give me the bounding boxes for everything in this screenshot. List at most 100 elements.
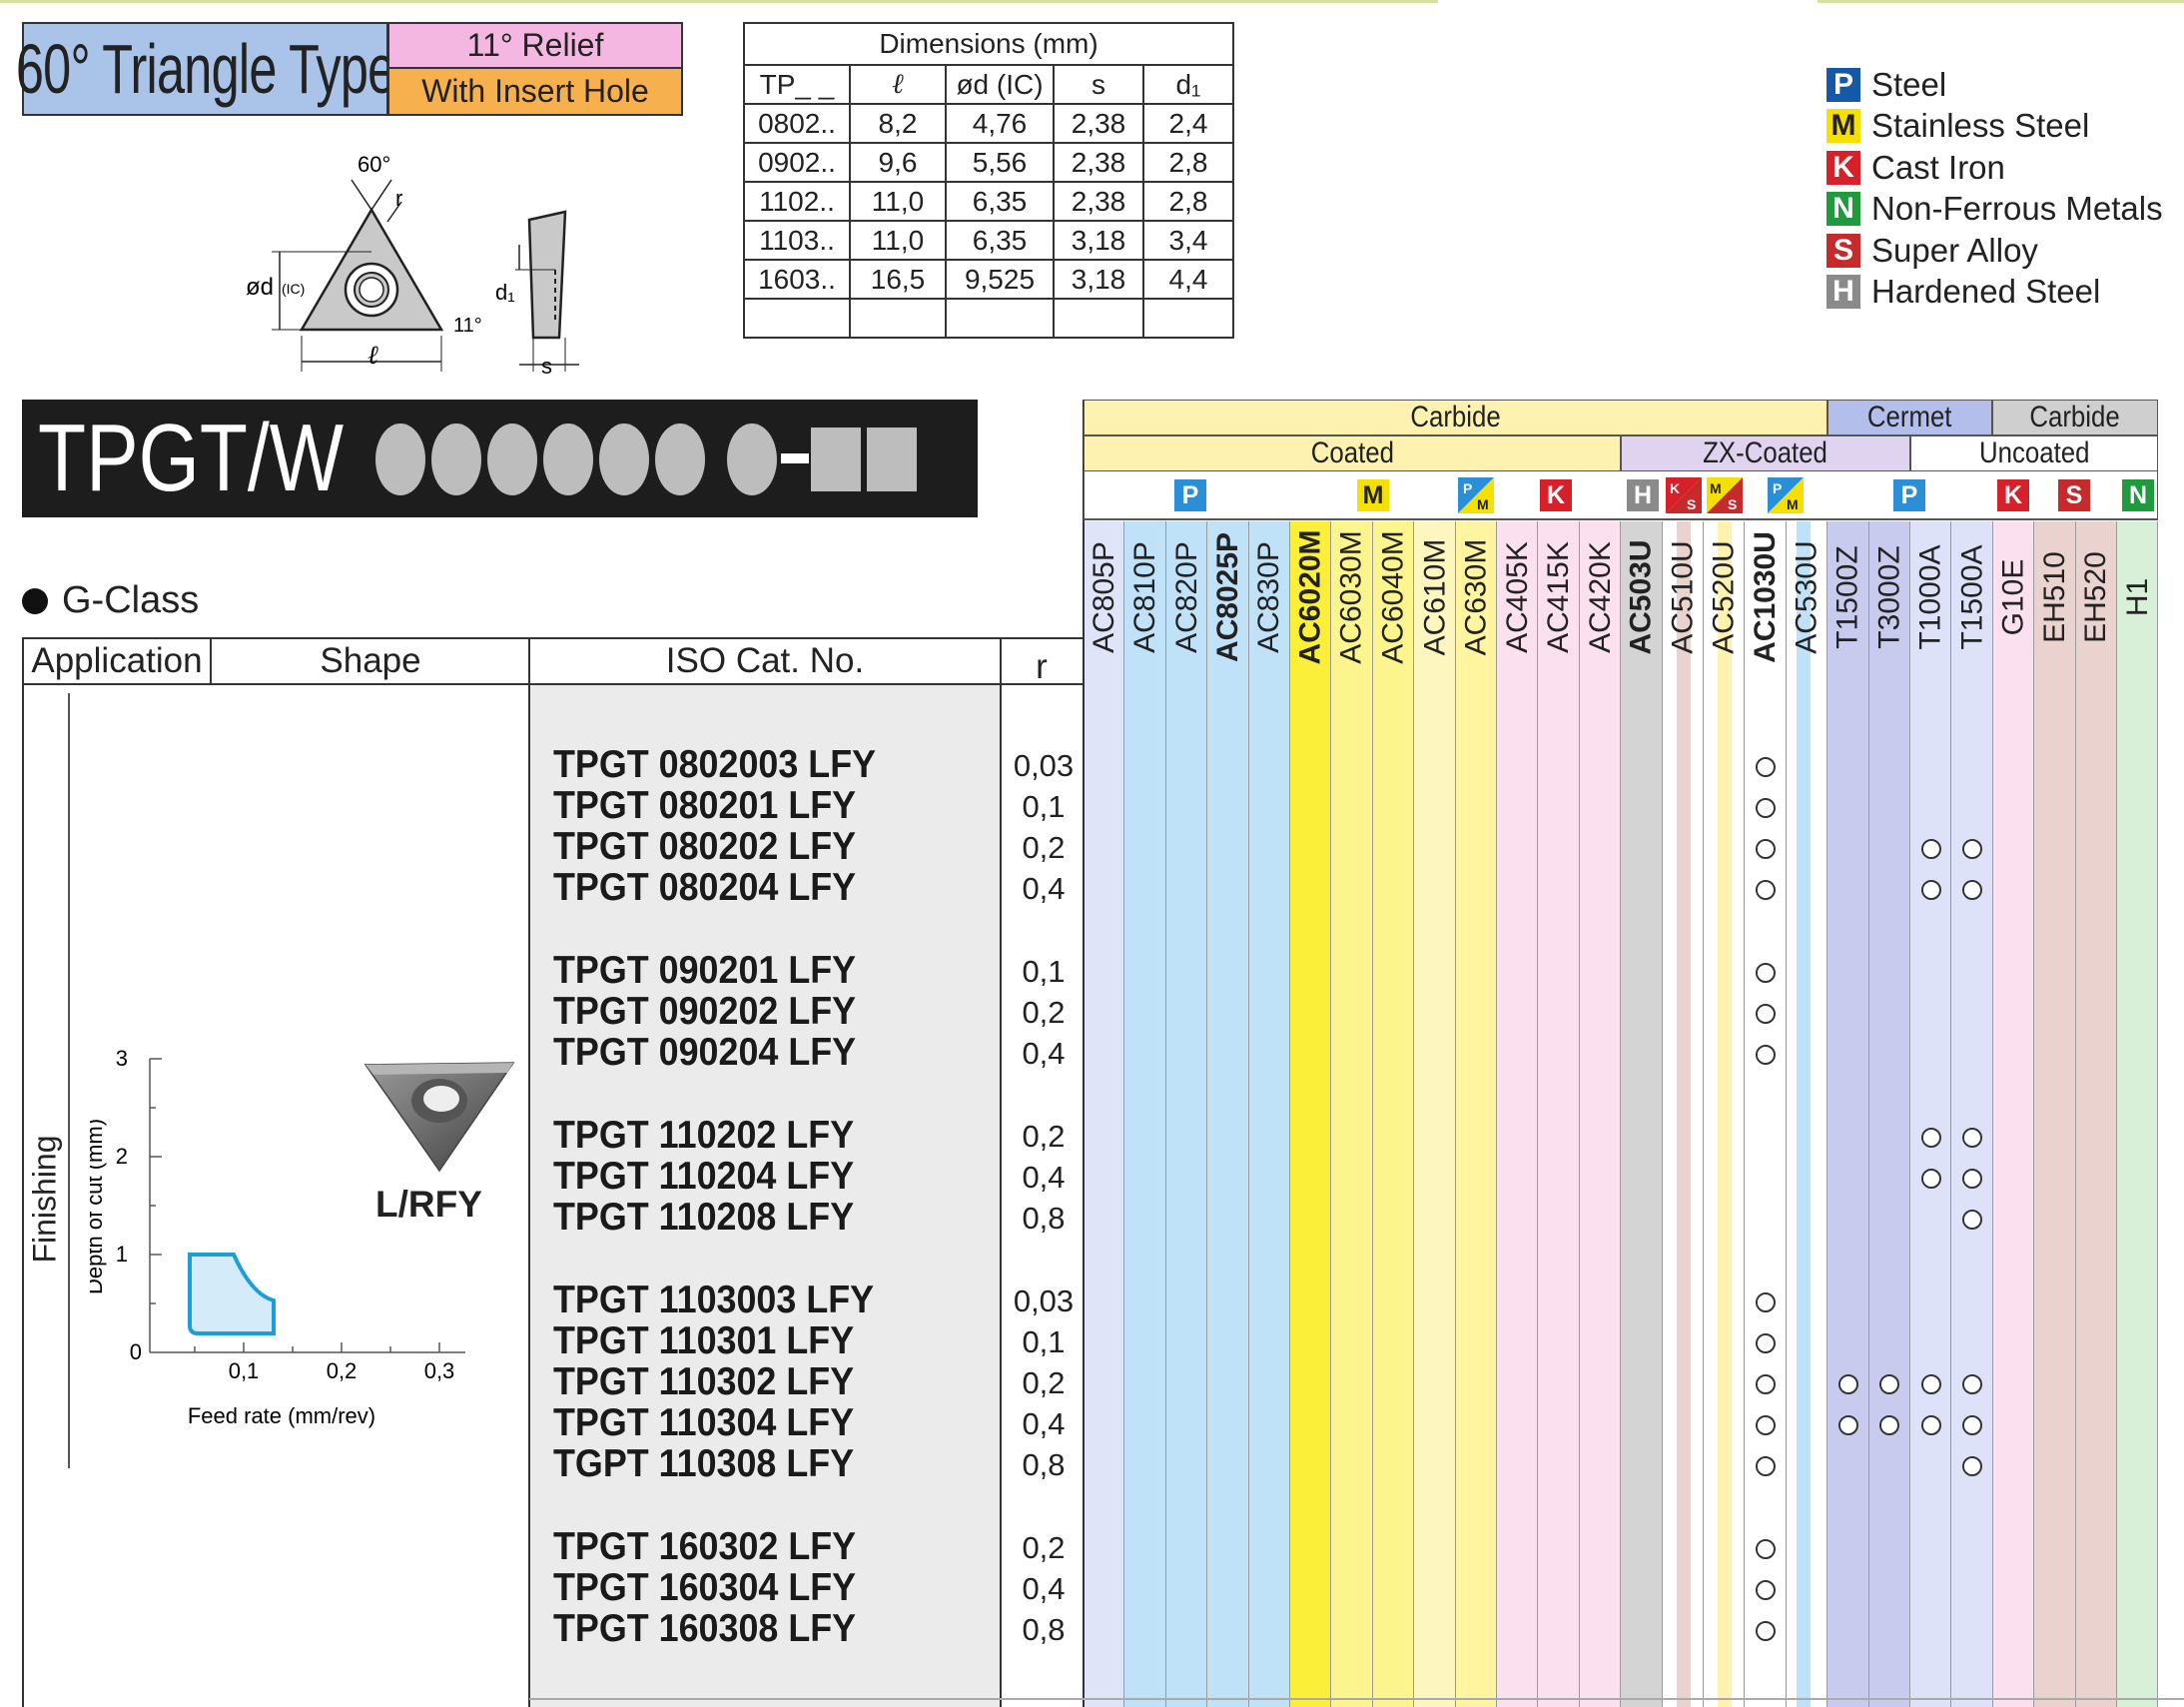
grade-header: T1000A <box>1913 544 1947 650</box>
code-placeholder <box>655 424 705 495</box>
carbide-label: Carbide <box>1410 401 1501 433</box>
grade-header: H1 <box>2120 577 2154 617</box>
stripe <box>1718 521 1732 1707</box>
iso-header: ISO Cat. No. <box>665 641 865 680</box>
radius-value: 0,03 <box>1013 1283 1075 1318</box>
svg-text:S: S <box>1728 496 1737 512</box>
legend-row: S Super Alloy <box>1826 230 2163 272</box>
legend-row: P Steel <box>1826 64 2163 106</box>
grade-header: AC1030U <box>1749 531 1783 663</box>
length-label: ℓ <box>367 341 378 370</box>
grade-column-AC830P <box>1248 521 1290 1707</box>
badge-pm-icon: PM <box>1768 477 1804 513</box>
grade-column-AC810P <box>1124 521 1166 1707</box>
dim-cell: 11,0 <box>849 181 947 222</box>
badge-ks-icon: KS <box>1666 477 1702 513</box>
iso-cat-no: TPGT 080201 LFY <box>553 784 857 827</box>
grade-header: AC510U <box>1666 540 1700 654</box>
svg-text:M: M <box>1477 496 1489 512</box>
grade-column-AC420K <box>1579 521 1622 1707</box>
grade-column-AC405K <box>1497 521 1539 1707</box>
iso-cat-no: TPGT 090202 LFY <box>553 990 857 1033</box>
grade-header: AC405K <box>1500 541 1534 653</box>
dim-header: d₁ <box>1142 64 1234 105</box>
dim-cell: 1103.. <box>743 220 851 261</box>
col-line <box>210 637 212 683</box>
iso-cat-no: TPGT 090204 LFY <box>553 1031 857 1074</box>
grade-column-T3000Z <box>1868 521 1910 1707</box>
code-placeholder <box>543 424 593 495</box>
carbide-group: Carbide <box>1084 400 1827 435</box>
grade-column-EH520 <box>2075 521 2117 1707</box>
availability-mark <box>1756 1580 1777 1600</box>
radius-value: 0,2 <box>1022 1365 1066 1400</box>
grade-header: AC610M <box>1417 538 1451 656</box>
availability-mark <box>1962 1456 1983 1476</box>
availability-mark <box>1756 1456 1777 1476</box>
col-line <box>1083 400 1085 1707</box>
availability-mark <box>1962 1169 1983 1189</box>
badge-pm-icon: PM <box>1458 477 1494 513</box>
legend-badge: S <box>1826 233 1860 268</box>
code-placeholder <box>811 427 861 491</box>
app-line <box>68 693 70 1468</box>
availability-mark <box>1920 839 1941 859</box>
shape-header: Shape <box>320 641 421 680</box>
grade-column-AC8025P <box>1207 521 1249 1707</box>
dim-cell: 3,4 <box>1142 220 1234 261</box>
y-tick: 1 <box>116 1242 128 1267</box>
badge-ms-icon: MS <box>1707 477 1743 513</box>
grade-column-H1 <box>2117 521 2159 1707</box>
y-axis-label: Depth of cut (mm) <box>90 1119 107 1294</box>
legend-badge: M <box>1826 109 1860 144</box>
dim-cell <box>945 298 1055 339</box>
col-line <box>1000 637 1002 1707</box>
grade-header: AC820P <box>1169 541 1203 653</box>
availability-mark <box>1756 1539 1777 1559</box>
dim-cell: 8,2 <box>849 103 947 144</box>
insert-diagram: 60° r ød (IC) ℓ d₁ 11° s <box>246 152 579 379</box>
application-header: Application <box>31 641 203 680</box>
availability-mark <box>1879 1374 1900 1394</box>
iso-cat-no: TPGT 1103003 LFY <box>553 1279 875 1321</box>
availability-mark <box>1962 839 1983 859</box>
dim-cell: 5,56 <box>945 142 1055 183</box>
radius-value: 0,2 <box>1022 1530 1066 1565</box>
legend-label: Super Alloy <box>1871 231 2038 269</box>
grade-header: AC6020M <box>1293 529 1327 665</box>
material-legend: P Steel M Stainless Steel K Cast Iron N Non-Fer… <box>1826 64 2163 313</box>
availability-mark <box>1756 880 1777 900</box>
dimensions-table: Dimensions (mm) TP_ _ ℓ ød (IC) s d₁ 080… <box>743 22 1234 339</box>
badge-p: P <box>1893 479 1925 511</box>
uncoated-label: Uncoated <box>1978 436 2090 469</box>
grade-header: AC630M <box>1459 538 1493 656</box>
grade-header: EH510 <box>2037 551 2071 643</box>
class-heading: G-Class <box>22 579 199 622</box>
grade-column-AC610M <box>1414 521 1456 1707</box>
radius-value: 0,1 <box>1022 954 1066 989</box>
availability-mark <box>1756 1045 1777 1065</box>
dim-cell: 2,8 <box>1142 142 1234 183</box>
badge-h: H <box>1627 479 1659 511</box>
cutting-chart: 3 2 1 0 0,1 0,2 0,3 Feed rate (mm/rev) D… <box>90 1046 465 1428</box>
dim-cell: 6,35 <box>945 181 1055 222</box>
dim-cell <box>849 298 947 339</box>
dim-cell: 2,4 <box>1142 103 1234 144</box>
relief-label: 11° Relief <box>387 22 683 69</box>
dim-cell: 4,76 <box>945 103 1055 144</box>
svg-text:S: S <box>1687 496 1696 512</box>
col-line <box>528 637 530 1707</box>
x-tick: 0,3 <box>424 1358 455 1383</box>
coated-label: Coated <box>1310 436 1394 469</box>
bottom-line <box>529 1698 2184 1700</box>
zx-coated-group: ZX-Coated <box>1621 435 1910 471</box>
legend-badge: H <box>1826 275 1860 310</box>
iso-cat-no: TPGT 110208 LFY <box>553 1196 855 1239</box>
application-label: Finishing <box>26 1134 63 1264</box>
availability-mark <box>1756 1004 1777 1024</box>
svg-text:M: M <box>1710 480 1722 496</box>
radius-value: 0,2 <box>1022 995 1066 1030</box>
code-placeholder <box>599 424 649 495</box>
legend-label: Hardened Steel <box>1871 273 2101 311</box>
iso-cat-no: TPGT 080202 LFY <box>553 825 857 868</box>
